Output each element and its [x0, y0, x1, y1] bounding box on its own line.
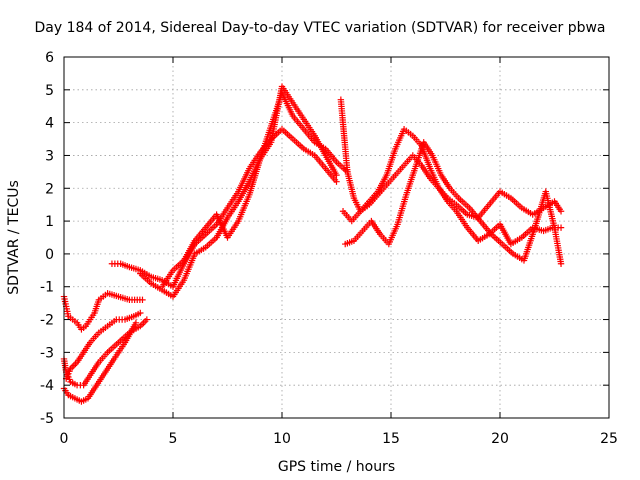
data-point	[557, 224, 565, 231]
data-point	[132, 319, 140, 327]
y-tick-label: 5	[45, 83, 54, 99]
data-point	[143, 316, 151, 323]
y-tick-label: -1	[40, 280, 54, 296]
x-tick-label: 10	[273, 431, 291, 447]
data-point	[557, 208, 565, 215]
plot-frame	[63, 56, 610, 419]
data-point	[557, 260, 565, 267]
data-point	[137, 309, 144, 317]
data-point	[333, 178, 340, 185]
grid	[64, 57, 609, 418]
y-tick-label: 4	[45, 116, 54, 132]
data-marks	[60, 83, 565, 405]
y-tick-label: 3	[45, 148, 54, 164]
x-axis-label: GPS time / hours	[278, 459, 395, 475]
data-point	[139, 296, 146, 304]
chart-title: Day 184 of 2014, Sidereal Day-to-day VTE…	[34, 20, 605, 36]
y-tick-label: 2	[45, 181, 54, 197]
y-tick-label: -3	[40, 345, 54, 361]
x-tick-label: 5	[169, 431, 178, 447]
series-track-5	[108, 126, 340, 290]
y-tick-label: 0	[45, 247, 54, 263]
y-tick-label: 1	[45, 214, 54, 230]
x-tick-label: 0	[60, 431, 69, 447]
y-tick-label: -4	[40, 378, 54, 394]
x-tick-label: 25	[600, 431, 618, 447]
series-track-2	[60, 316, 151, 389]
series-track-6	[137, 89, 351, 300]
y-axis-label: SDTVAR / TECUs	[6, 180, 22, 295]
data-point	[333, 171, 340, 179]
series-track-10	[342, 139, 565, 267]
y-tick-label: -2	[40, 313, 54, 329]
series-track-7	[158, 83, 340, 290]
series-track-4	[62, 309, 144, 382]
series-track-3	[60, 319, 140, 405]
axis-ticks: -5 -4 -3 -2 -1 0 1 2 3 4 5 6 0 5 10 15 20 25	[40, 50, 618, 447]
x-tick-label: 15	[382, 431, 400, 447]
y-tick-label: 6	[45, 50, 54, 66]
y-tick-label: -5	[40, 411, 54, 427]
x-tick-label: 20	[491, 431, 509, 447]
